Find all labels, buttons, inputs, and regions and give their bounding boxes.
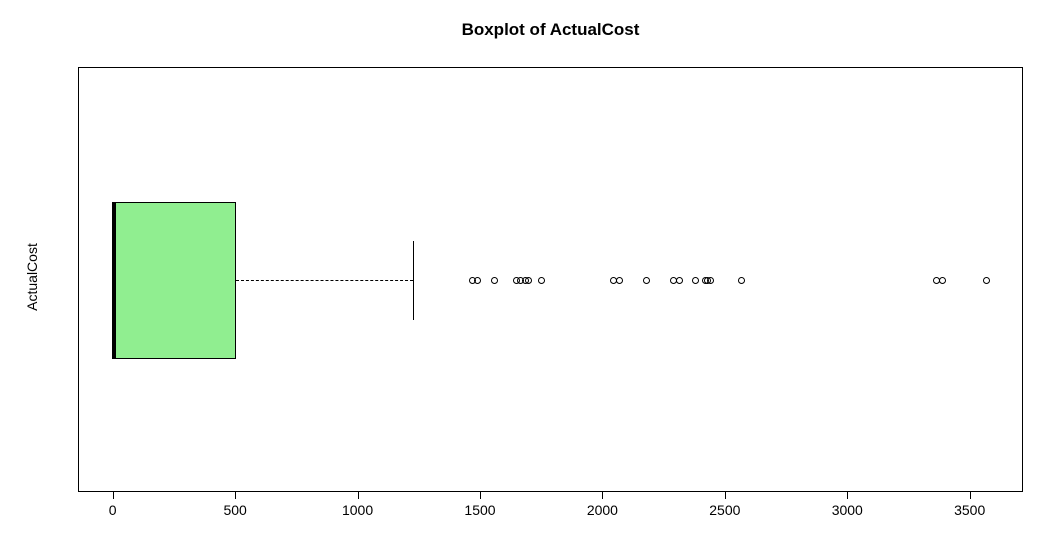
outlier-point	[525, 277, 533, 284]
outlier-point	[537, 277, 545, 284]
x-axis-tick-label: 0	[108, 502, 117, 518]
x-axis-tick	[969, 492, 971, 499]
y-axis-label: ActualCost	[24, 243, 40, 311]
x-axis-tick-label: 3000	[831, 502, 863, 518]
outlier-point	[706, 277, 714, 284]
chart-title: Boxplot of ActualCost	[461, 20, 640, 39]
upper-whisker-line	[236, 280, 413, 281]
outlier-point	[691, 277, 699, 284]
outlier-point	[474, 277, 482, 284]
upper-whisker-cap	[412, 241, 414, 320]
outlier-point	[983, 277, 991, 284]
outlier-point	[642, 277, 650, 284]
x-axis-tick	[235, 492, 237, 499]
outlier-point	[676, 277, 684, 284]
x-axis-tick	[724, 492, 726, 499]
outlier-point	[616, 277, 624, 284]
x-axis-tick-label: 1500	[464, 502, 496, 518]
x-axis-tick	[847, 492, 849, 499]
iqr-box	[112, 202, 237, 359]
x-axis-tick-label: 2500	[709, 502, 741, 518]
x-axis-tick-label: 2000	[586, 502, 618, 518]
outlier-point	[738, 277, 746, 284]
x-axis-tick	[357, 492, 359, 499]
outlier-point	[939, 277, 947, 284]
x-axis-tick	[479, 492, 481, 499]
x-axis-tick-label: 1000	[341, 502, 374, 518]
x-axis-tick-label: 3500	[954, 502, 986, 518]
x-axis-tick	[602, 492, 604, 499]
outlier-point	[491, 277, 499, 284]
x-axis-tick-label: 500	[223, 502, 247, 518]
x-axis-tick	[112, 492, 114, 499]
median-line	[111, 202, 116, 359]
